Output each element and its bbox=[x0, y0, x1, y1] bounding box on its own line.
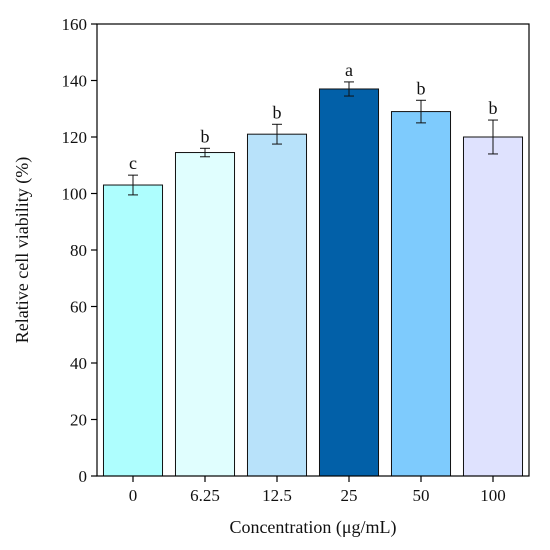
x-tick-label-100: 100 bbox=[480, 486, 506, 505]
error-bar-25 bbox=[344, 81, 354, 97]
bar-6.25 bbox=[174, 152, 236, 477]
error-bar-0 bbox=[128, 174, 138, 196]
significance-label-6.25: b bbox=[201, 126, 210, 146]
plot-area: c b b a b b bbox=[102, 60, 524, 477]
bar-50 bbox=[390, 111, 452, 477]
y-tick-label-100: 100 bbox=[62, 185, 88, 204]
axis-ticks: 0 6.25 12.5 25 50 100 0 20 40 60 80 100 120 140 160 bbox=[62, 15, 506, 505]
x-axis-title: Concentration (μg/mL) bbox=[229, 517, 396, 538]
y-tick-label-160: 160 bbox=[62, 15, 88, 34]
y-tick-label-140: 140 bbox=[62, 72, 88, 91]
error-bar-12.5 bbox=[272, 123, 282, 145]
y-tick-label-60: 60 bbox=[70, 298, 87, 317]
bar-12.5 bbox=[246, 133, 308, 477]
x-tick-label-6.25: 6.25 bbox=[190, 486, 220, 505]
y-tick-label-20: 20 bbox=[70, 411, 87, 430]
error-bar-50 bbox=[416, 99, 426, 124]
y-axis-title: Relative cell viability (%) bbox=[12, 157, 33, 343]
significance-label-12.5: b bbox=[273, 102, 282, 122]
error-bar-6.25 bbox=[200, 147, 210, 158]
x-tick-label-12.5: 12.5 bbox=[262, 486, 292, 505]
bar-25 bbox=[318, 88, 380, 477]
y-tick-label-40: 40 bbox=[70, 354, 87, 373]
bar-100 bbox=[462, 136, 524, 477]
significance-label-25: a bbox=[345, 60, 353, 80]
y-tick-label-80: 80 bbox=[70, 241, 87, 260]
bar-0 bbox=[102, 184, 164, 477]
significance-label-100: b bbox=[489, 98, 498, 118]
significance-label-0: c bbox=[129, 153, 137, 173]
error-bar-100 bbox=[488, 119, 498, 155]
significance-label-50: b bbox=[417, 78, 426, 98]
y-tick-label-120: 120 bbox=[62, 128, 88, 147]
x-tick-label-50: 50 bbox=[413, 486, 430, 505]
y-tick-label-0: 0 bbox=[79, 467, 88, 486]
x-tick-label-0: 0 bbox=[129, 486, 138, 505]
x-tick-label-25: 25 bbox=[341, 486, 358, 505]
